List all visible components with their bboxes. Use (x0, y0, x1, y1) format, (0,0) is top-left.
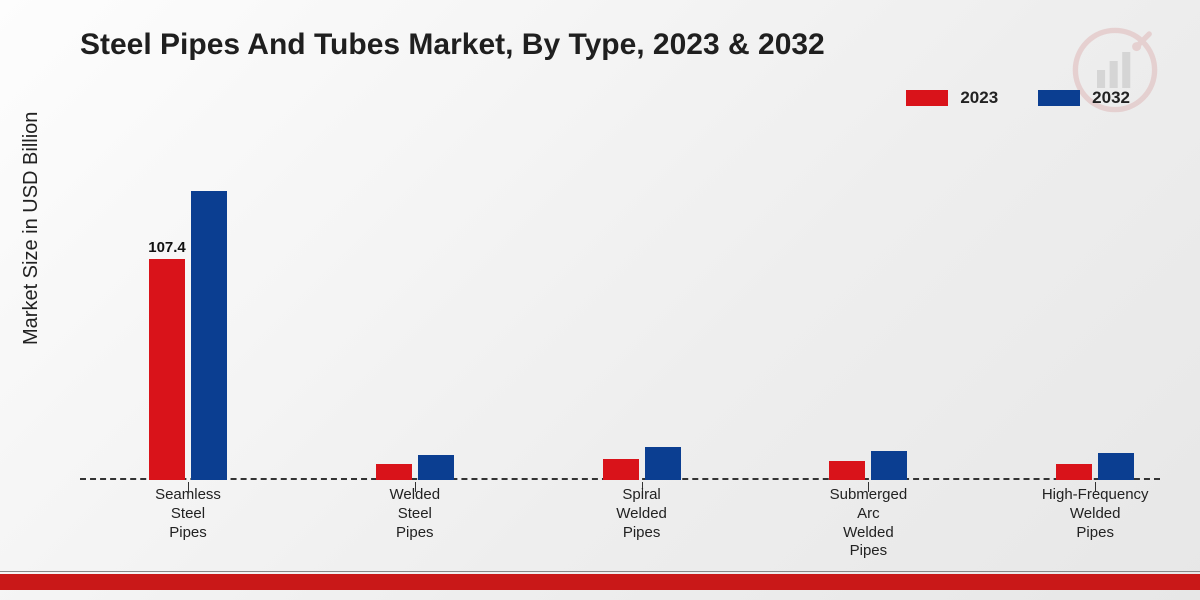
category-label: WeldedSteelPipes (345, 486, 485, 542)
legend-label-2032: 2032 (1092, 88, 1130, 108)
bar (829, 461, 865, 480)
bar (376, 464, 412, 481)
x-axis-labels: SeamlessSteelPipes WeldedSteelPipes Spiral… (80, 480, 1160, 560)
bar-value-label: 107.4 (148, 239, 186, 256)
category-label: SpiralWeldedPipes (572, 486, 712, 542)
chart-title: Steel Pipes And Tubes Market, By Type, 2… (80, 28, 825, 62)
y-axis-label: Market Size in USD Billion (20, 112, 43, 345)
chart-plot-area: 107.4 (80, 150, 1160, 480)
legend-swatch-2032 (1038, 90, 1080, 106)
bar (191, 191, 227, 480)
footer-divider (0, 571, 1200, 572)
page: Steel Pipes And Tubes Market, By Type, 2… (0, 0, 1200, 600)
category-label: SeamlessSteelPipes (118, 486, 258, 542)
bar-group (829, 451, 907, 480)
bar-group: 107.4 (149, 191, 227, 480)
bar (871, 451, 907, 480)
bar-group (603, 447, 681, 480)
bar: 107.4 (149, 259, 185, 481)
bar (1056, 464, 1092, 481)
footer-bar (0, 574, 1200, 590)
legend-item-2023: 2023 (906, 88, 998, 108)
bar-group (1056, 453, 1134, 480)
legend-swatch-2023 (906, 90, 948, 106)
legend-label-2023: 2023 (960, 88, 998, 108)
bar (603, 459, 639, 480)
legend: 2023 2032 (906, 88, 1130, 108)
category-label: SubmergedArcWeldedPipes (798, 486, 938, 561)
category-label: High-FrequencyWeldedPipes (1025, 486, 1165, 542)
bar (418, 455, 454, 480)
legend-item-2032: 2032 (1038, 88, 1130, 108)
bar-group (376, 455, 454, 480)
bar (645, 447, 681, 480)
bar (1098, 453, 1134, 480)
